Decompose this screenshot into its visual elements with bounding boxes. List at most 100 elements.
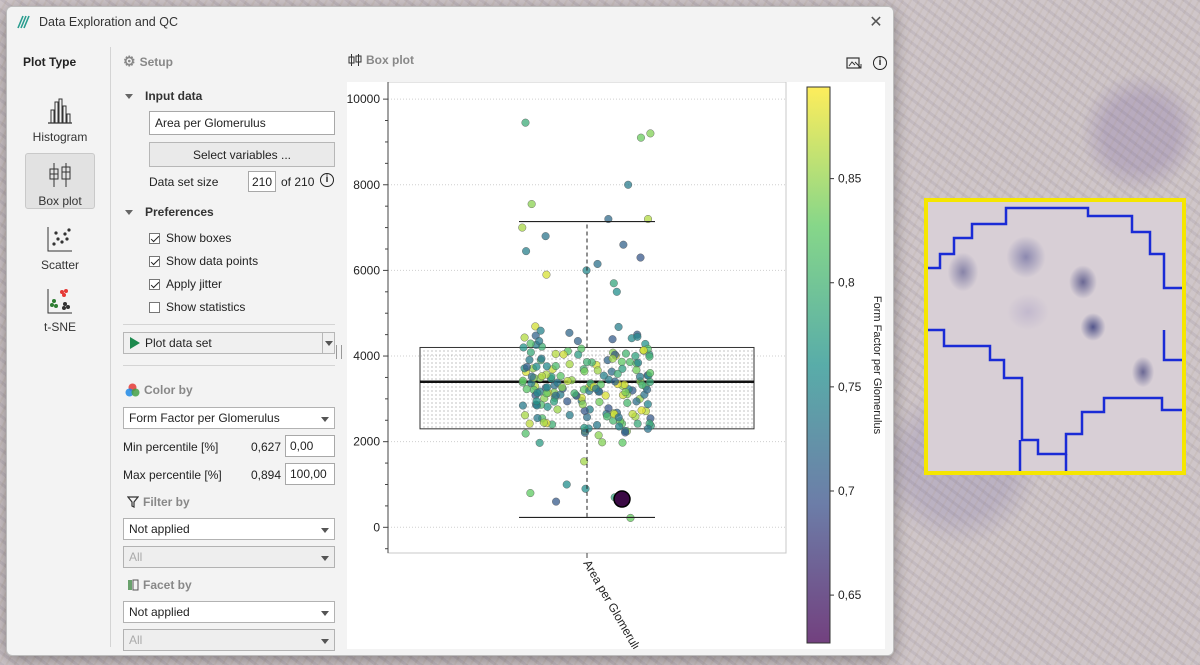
data-point bbox=[636, 133, 645, 142]
data-point bbox=[533, 388, 542, 397]
show-data-points-checkbox[interactable]: Show data points bbox=[149, 254, 258, 268]
plot-type-title: Plot Type bbox=[23, 55, 77, 69]
close-button[interactable]: ✕ bbox=[865, 11, 887, 33]
data-point bbox=[537, 372, 546, 381]
data-point bbox=[535, 337, 544, 346]
data-point bbox=[646, 129, 655, 138]
show-boxes-checkbox[interactable]: Show boxes bbox=[149, 231, 231, 245]
data-point bbox=[525, 419, 534, 428]
chevron-down-icon bbox=[321, 528, 329, 533]
chevron-down-icon bbox=[321, 639, 329, 644]
data-point bbox=[592, 421, 601, 430]
variable-input[interactable] bbox=[149, 111, 335, 135]
chevron-down-icon bbox=[324, 340, 333, 346]
data-point bbox=[574, 350, 583, 359]
segmentation-outline bbox=[928, 206, 1182, 471]
close-icon: ✕ bbox=[869, 14, 883, 31]
plot-options-dropdown[interactable] bbox=[323, 332, 335, 354]
y-tick-label: 10000 bbox=[347, 92, 380, 106]
facet-by-select[interactable]: Not applied bbox=[123, 601, 335, 623]
data-point bbox=[604, 215, 613, 224]
setup-header: ⚙ Setup bbox=[123, 53, 173, 70]
min-percentile-input[interactable] bbox=[285, 435, 335, 457]
data-point bbox=[526, 339, 535, 348]
plot-type-tsne[interactable]: t-SNE bbox=[25, 279, 95, 335]
data-point bbox=[633, 332, 642, 341]
collapse-arrow-icon bbox=[125, 93, 133, 99]
data-point bbox=[580, 457, 589, 466]
data-point bbox=[646, 378, 655, 387]
data-point bbox=[522, 247, 531, 256]
checkbox-label: Show data points bbox=[166, 254, 259, 268]
colorbar-tick-label: 0,7 bbox=[838, 484, 855, 498]
panel-divider bbox=[110, 47, 111, 647]
data-point bbox=[636, 253, 645, 262]
histogram-icon bbox=[48, 98, 72, 124]
data-set-size-input[interactable] bbox=[248, 171, 276, 192]
data-point bbox=[573, 337, 582, 346]
data-point bbox=[634, 358, 643, 367]
box-plot-chart[interactable]: 0 2000 4000 6000 8000 10000 Area per Glomerulu… bbox=[347, 81, 885, 655]
data-point bbox=[519, 343, 528, 352]
info-icon[interactable]: i bbox=[320, 173, 334, 187]
checkbox-box bbox=[149, 255, 160, 267]
select-variables-button[interactable]: Select variables ... bbox=[149, 142, 335, 167]
colorbar bbox=[806, 86, 831, 644]
data-point bbox=[614, 322, 623, 331]
data-point bbox=[542, 270, 551, 279]
data-point bbox=[558, 383, 567, 392]
export-image-icon[interactable] bbox=[846, 56, 862, 70]
plot-type-histogram[interactable]: Histogram bbox=[25, 89, 95, 145]
data-point bbox=[580, 428, 589, 437]
collapse-arrow-icon bbox=[125, 209, 133, 215]
colorbar-tick-label: 0,65 bbox=[838, 588, 862, 602]
plot-type-boxplot[interactable]: Box plot bbox=[25, 153, 95, 209]
plot-type-scatter[interactable]: Scatter bbox=[25, 217, 95, 273]
data-point bbox=[518, 223, 527, 232]
filter-by-select[interactable]: Not applied bbox=[123, 518, 335, 540]
plot-info-icon[interactable]: i bbox=[873, 56, 887, 70]
plot-type-label: Scatter bbox=[40, 258, 79, 272]
plot-type-label: Box plot bbox=[38, 194, 82, 208]
tsne-icon bbox=[47, 289, 72, 314]
filter-by-header: Filter by bbox=[127, 495, 190, 509]
data-point bbox=[643, 424, 652, 433]
data-point bbox=[521, 411, 530, 420]
data-point bbox=[539, 418, 548, 427]
data-point bbox=[522, 385, 531, 394]
color-by-value: Form Factor per Glomerulus bbox=[129, 411, 280, 425]
max-percentile-input[interactable] bbox=[285, 463, 335, 485]
data-point bbox=[644, 215, 653, 224]
title-bar: Data Exploration and QC ✕ bbox=[7, 7, 893, 37]
apply-jitter-checkbox[interactable]: Apply jitter bbox=[149, 277, 222, 291]
color-by-select[interactable]: Form Factor per Glomerulus bbox=[123, 407, 335, 429]
data-point bbox=[565, 360, 574, 369]
color-circles-icon bbox=[125, 383, 140, 397]
plot-title: Box plot bbox=[366, 53, 414, 67]
filter-by-title: Filter by bbox=[143, 495, 190, 509]
facet-by-value: Not applied bbox=[129, 605, 190, 619]
input-data-toggle[interactable]: Input data bbox=[125, 89, 202, 103]
data-set-size-label: Data set size bbox=[149, 175, 219, 189]
data-point bbox=[612, 287, 621, 296]
separator bbox=[123, 324, 335, 325]
facet-sub-select[interactable]: All bbox=[123, 629, 335, 651]
data-point bbox=[615, 422, 624, 431]
show-statistics-checkbox[interactable]: Show statistics bbox=[149, 300, 245, 314]
min-percentile-label: Min percentile [%] bbox=[123, 440, 219, 454]
facet-icon bbox=[128, 579, 139, 591]
app-icon bbox=[17, 15, 30, 29]
data-point bbox=[631, 352, 640, 361]
plot-data-set-label: Plot data set bbox=[145, 336, 212, 350]
color-by-title: Color by bbox=[144, 383, 193, 397]
filter-sub-select[interactable]: All bbox=[123, 546, 335, 568]
splitter-handle[interactable] bbox=[336, 345, 342, 359]
data-point bbox=[632, 397, 641, 406]
y-tick-label: 8000 bbox=[353, 178, 380, 192]
preferences-toggle[interactable]: Preferences bbox=[125, 205, 214, 219]
facet-by-title: Facet by bbox=[143, 578, 192, 592]
chevron-down-icon bbox=[321, 611, 329, 616]
plot-data-set-button[interactable]: Plot data set bbox=[123, 332, 323, 354]
glomerulus-preview-image bbox=[924, 198, 1186, 475]
separator bbox=[123, 365, 335, 366]
